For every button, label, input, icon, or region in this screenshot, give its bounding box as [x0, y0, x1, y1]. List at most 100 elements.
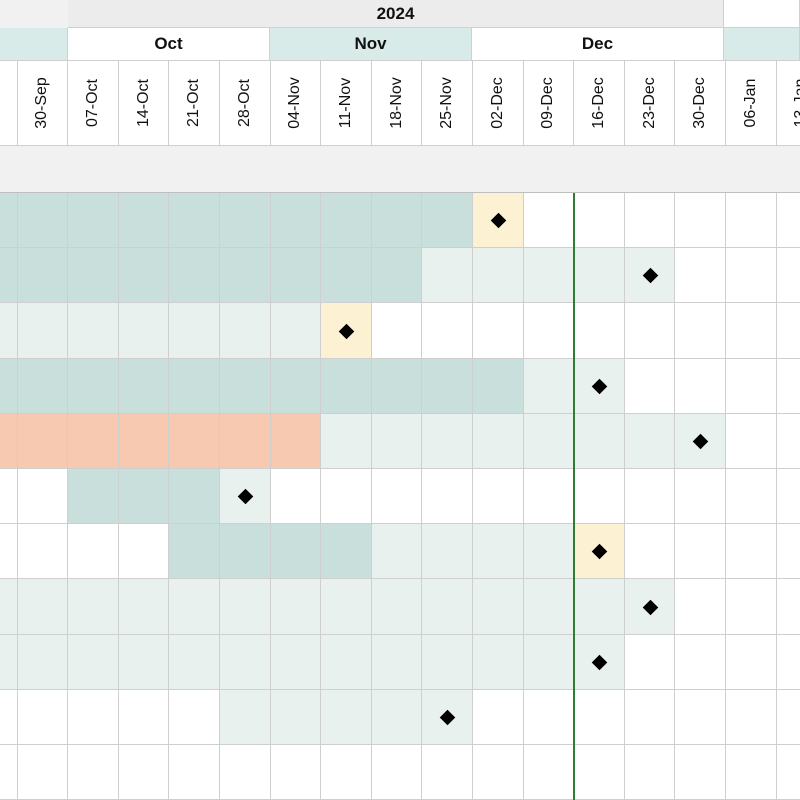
- timeline-cell[interactable]: [68, 413, 119, 469]
- timeline-cell[interactable]: [270, 634, 322, 690]
- timeline-cell[interactable]: [0, 469, 18, 525]
- timeline-cell[interactable]: [321, 745, 372, 800]
- timeline-cell[interactable]: [574, 745, 625, 800]
- timeline-cell[interactable]: [675, 634, 726, 690]
- timeline-cell[interactable]: [574, 303, 625, 359]
- timeline-cell[interactable]: [270, 193, 322, 249]
- timeline-cell[interactable]: [169, 248, 220, 304]
- timeline-cell[interactable]: [118, 634, 170, 690]
- timeline-cell[interactable]: [118, 248, 170, 304]
- timeline-cell[interactable]: [473, 689, 524, 745]
- timeline-cell[interactable]: [118, 579, 170, 635]
- timeline-cell[interactable]: [422, 524, 473, 580]
- timeline-cell[interactable]: [68, 634, 119, 690]
- timeline-cell[interactable]: [68, 193, 119, 249]
- timeline-cell[interactable]: [321, 358, 372, 414]
- timeline-cell[interactable]: [68, 579, 119, 635]
- timeline-cell[interactable]: [776, 469, 800, 525]
- timeline-cell[interactable]: [68, 358, 119, 414]
- timeline-cell[interactable]: [169, 469, 220, 525]
- timeline-cell[interactable]: [523, 579, 575, 635]
- timeline-cell[interactable]: [220, 413, 271, 469]
- timeline-cell[interactable]: [473, 579, 524, 635]
- timeline-cell[interactable]: [68, 248, 119, 304]
- timeline-cell[interactable]: [270, 248, 322, 304]
- timeline-cell[interactable]: [0, 745, 18, 800]
- timeline-cell[interactable]: [169, 358, 220, 414]
- timeline-cell[interactable]: [321, 579, 372, 635]
- timeline-cell[interactable]: [220, 689, 271, 745]
- timeline-cell[interactable]: [118, 303, 170, 359]
- timeline-cell[interactable]: [371, 358, 423, 414]
- timeline-cell[interactable]: [68, 303, 119, 359]
- timeline-cell[interactable]: [270, 358, 322, 414]
- timeline-cell[interactable]: [776, 248, 800, 304]
- timeline-cell[interactable]: [624, 634, 676, 690]
- timeline-cell[interactable]: [270, 469, 322, 525]
- timeline-cell[interactable]: [0, 248, 18, 304]
- timeline-cell[interactable]: [776, 579, 800, 635]
- timeline-cell[interactable]: [624, 358, 676, 414]
- timeline-cell[interactable]: [574, 579, 625, 635]
- timeline-cell[interactable]: [17, 303, 69, 359]
- timeline-cell[interactable]: [422, 193, 473, 249]
- timeline-cell[interactable]: [220, 745, 271, 800]
- timeline-cell[interactable]: [220, 524, 271, 580]
- timeline-cell[interactable]: [776, 689, 800, 745]
- timeline-cell[interactable]: [0, 193, 18, 249]
- timeline-cell[interactable]: [118, 413, 170, 469]
- timeline-cell[interactable]: [371, 413, 423, 469]
- timeline-cell[interactable]: [0, 689, 18, 745]
- timeline-cell[interactable]: [118, 745, 170, 800]
- timeline-cell[interactable]: [776, 193, 800, 249]
- timeline-cell[interactable]: [726, 689, 777, 745]
- timeline-cell[interactable]: [574, 248, 625, 304]
- timeline-cell[interactable]: [675, 248, 726, 304]
- timeline-cell[interactable]: [169, 413, 220, 469]
- timeline-cell[interactable]: [776, 303, 800, 359]
- timeline-cell[interactable]: [17, 248, 69, 304]
- timeline-cell[interactable]: [726, 303, 777, 359]
- timeline-cell[interactable]: [321, 469, 372, 525]
- timeline-cell[interactable]: [473, 358, 524, 414]
- timeline-cell[interactable]: [624, 303, 676, 359]
- timeline-cell[interactable]: [0, 579, 18, 635]
- timeline-cell[interactable]: [726, 248, 777, 304]
- timeline-cell[interactable]: [473, 413, 524, 469]
- timeline-cell[interactable]: [321, 248, 372, 304]
- timeline-cell[interactable]: [523, 358, 575, 414]
- timeline-cell[interactable]: [17, 524, 69, 580]
- timeline-cell[interactable]: [68, 524, 119, 580]
- timeline-cell[interactable]: [523, 524, 575, 580]
- timeline-cell[interactable]: [169, 745, 220, 800]
- timeline-cell[interactable]: [523, 413, 575, 469]
- timeline-cell[interactable]: [726, 524, 777, 580]
- timeline-cell[interactable]: [473, 524, 524, 580]
- timeline-cell[interactable]: [422, 248, 473, 304]
- timeline-cell[interactable]: [68, 469, 119, 525]
- timeline-cell[interactable]: [0, 524, 18, 580]
- timeline-cell[interactable]: [220, 303, 271, 359]
- timeline-cell[interactable]: [422, 469, 473, 525]
- timeline-cell[interactable]: [17, 689, 69, 745]
- timeline-cell[interactable]: [726, 469, 777, 525]
- timeline-cell[interactable]: [371, 689, 423, 745]
- timeline-cell[interactable]: [523, 634, 575, 690]
- timeline-cell[interactable]: [169, 579, 220, 635]
- timeline-cell[interactable]: [270, 524, 322, 580]
- timeline-cell[interactable]: [118, 469, 170, 525]
- timeline-cell[interactable]: [371, 469, 423, 525]
- timeline-cell[interactable]: [523, 248, 575, 304]
- timeline-cell[interactable]: [371, 745, 423, 800]
- timeline-cell[interactable]: [574, 689, 625, 745]
- timeline-cell[interactable]: [473, 303, 524, 359]
- timeline-cell[interactable]: [321, 413, 372, 469]
- timeline-cell[interactable]: [675, 469, 726, 525]
- timeline-cell[interactable]: [624, 689, 676, 745]
- timeline-cell[interactable]: [523, 745, 575, 800]
- timeline-cell[interactable]: [776, 413, 800, 469]
- timeline-cell[interactable]: [422, 579, 473, 635]
- timeline-cell[interactable]: [523, 689, 575, 745]
- timeline-cell[interactable]: [675, 745, 726, 800]
- timeline-cell[interactable]: [574, 469, 625, 525]
